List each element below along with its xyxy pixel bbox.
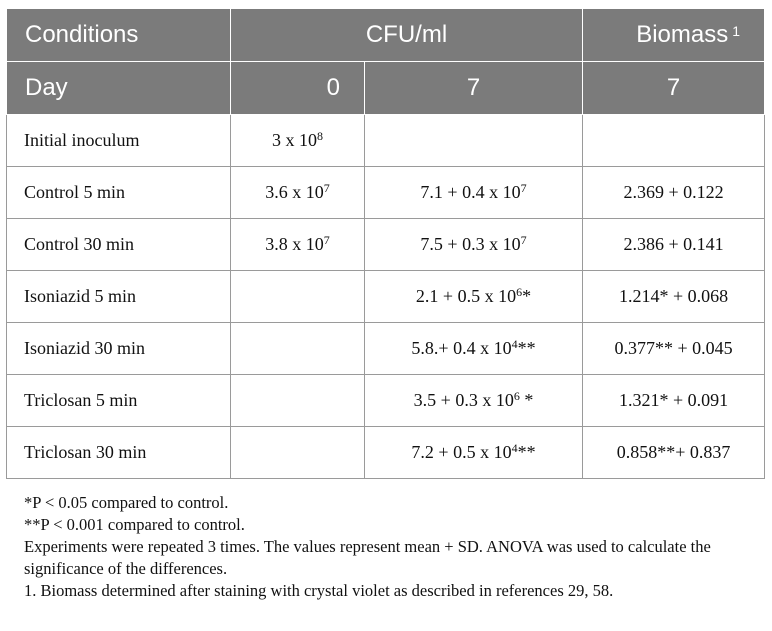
condition-cell: Isoniazid 30 min	[6, 322, 231, 375]
cfu-day0-exponent: 7	[323, 181, 330, 195]
biomass-cell: 0.858**+ 0.837	[582, 426, 766, 479]
footnote-methods: Experiments were repeated 3 times. The v…	[24, 537, 711, 578]
cfu-day7-exponent: 7	[520, 233, 527, 247]
table-row: Control 5 min 3.6 x 107 7.1 + 0.4 x 107 2.3…	[6, 166, 766, 219]
condition-cell: Isoniazid 5 min	[6, 270, 231, 323]
cfu-day7-base: 2.1 + 0.5 x 10	[415, 286, 517, 306]
header-day-0: 0	[230, 61, 365, 115]
biomass-cell	[582, 114, 766, 167]
cfu-day7-significance: **	[517, 442, 536, 462]
table-row: Control 30 min 3.8 x 107 7.5 + 0.3 x 107 2.…	[6, 218, 766, 271]
cfu-day0-cell: 3.6 x 107	[230, 166, 365, 219]
cfu-day7-cell: 7.1 + 0.4 x 107	[363, 166, 584, 219]
cfu-day0-exponent: 8	[317, 129, 323, 143]
cfu-day0-cell: 3 x 108	[230, 114, 365, 167]
cfu-day7-significance: **	[517, 338, 536, 358]
cfu-day7-cell: 3.5 + 0.3 x 106 *	[363, 374, 584, 427]
cfu-day7-significance: *	[522, 286, 532, 306]
header-biomass-label: Biomass	[636, 21, 729, 48]
condition-cell: Triclosan 5 min	[6, 374, 231, 427]
cfu-day7-base: 3.5 + 0.3 x 10	[413, 390, 514, 410]
footnote-p-005: *P < 0.05 compared to control.	[24, 493, 229, 512]
cfu-day7-exponent: 6	[513, 389, 520, 403]
table-row: Isoniazid 5 min 2.1 + 0.5 x 106* 1.214* + …	[6, 270, 766, 323]
biomass-cell: 1.214* + 0.068	[582, 270, 766, 323]
cfu-day7-cell: 7.5 + 0.3 x 107	[363, 218, 584, 271]
header-day: Day	[6, 61, 231, 115]
cfu-day0-exponent: 7	[323, 233, 330, 247]
table-row: Initial inoculum 3 x 108	[6, 114, 766, 167]
cfu-day7-exponent: 6	[516, 285, 523, 299]
cfu-day7-exponent: 7	[520, 181, 527, 195]
header-row-1: Conditions CFU/ml Biomass 1	[6, 8, 766, 62]
cfu-day0-base: 3.8 x 10	[265, 234, 324, 254]
header-conditions: Conditions	[6, 8, 231, 62]
header-biomass-footnote-mark: 1	[732, 23, 741, 39]
cfu-day7-exponent: 4	[511, 441, 518, 455]
footnote-biomass: 1. Biomass determined after staining wit…	[24, 581, 614, 600]
biomass-cell: 2.386 + 0.141	[582, 218, 766, 271]
cfu-day0-cell	[230, 270, 365, 323]
footnotes: *P < 0.05 compared to control. **P < 0.0…	[24, 492, 764, 602]
table-body: Initial inoculum 3 x 108 Control 5 min 3.6 …	[6, 114, 766, 479]
footnote-p-0001: **P < 0.001 compared to control.	[24, 515, 245, 534]
cfu-day0-cell	[230, 374, 365, 427]
header-day-7-biomass: 7	[582, 61, 766, 115]
header-day-7-cfu: 7	[363, 61, 584, 115]
cfu-day7-significance: *	[519, 390, 534, 410]
table-row: Triclosan 5 min 3.5 + 0.3 x 106 * 1.321* +…	[6, 374, 766, 427]
cfu-day7-cell: 2.1 + 0.5 x 106*	[363, 270, 584, 323]
cfu-day7-exponent: 4	[511, 337, 518, 351]
cfu-day0-cell	[230, 426, 365, 479]
biomass-cell: 0.377** + 0.045	[582, 322, 766, 375]
cfu-day7-cell: 5.8.+ 0.4 x 104**	[363, 322, 584, 375]
cfu-day0-cell: 3.8 x 107	[230, 218, 365, 271]
table-row: Isoniazid 30 min 5.8.+ 0.4 x 104** 0.377**…	[6, 322, 766, 375]
header-cfu-ml: CFU/ml	[229, 8, 584, 62]
cfu-day0-cell	[230, 322, 365, 375]
cfu-day0-base: 3 x 10	[272, 130, 317, 150]
cfu-day7-base: 7.5 + 0.3 x 10	[420, 234, 521, 254]
condition-cell: Triclosan 30 min	[6, 426, 231, 479]
biomass-cell: 1.321* + 0.091	[582, 374, 766, 427]
condition-cell: Control 5 min	[6, 166, 231, 219]
results-table: Conditions CFU/ml Biomass 1 Day 0 7 7 Ini…	[6, 8, 766, 479]
table-row: Triclosan 30 min 7.2 + 0.5 x 104** 0.858**…	[6, 426, 766, 479]
cfu-day7-base: 7.2 + 0.5 x 10	[411, 442, 512, 462]
cfu-day7-cell	[363, 114, 584, 167]
header-biomass: Biomass 1	[582, 8, 766, 62]
cfu-day7-base: 5.8.+ 0.4 x 10	[411, 338, 512, 358]
condition-cell: Initial inoculum	[6, 114, 231, 167]
cfu-day0-base: 3.6 x 10	[265, 182, 324, 202]
cfu-day7-cell: 7.2 + 0.5 x 104**	[363, 426, 584, 479]
header-row-2: Day 0 7 7	[6, 61, 766, 115]
condition-cell: Control 30 min	[6, 218, 231, 271]
biomass-cell: 2.369 + 0.122	[582, 166, 766, 219]
cfu-day7-base: 7.1 + 0.4 x 10	[420, 182, 521, 202]
